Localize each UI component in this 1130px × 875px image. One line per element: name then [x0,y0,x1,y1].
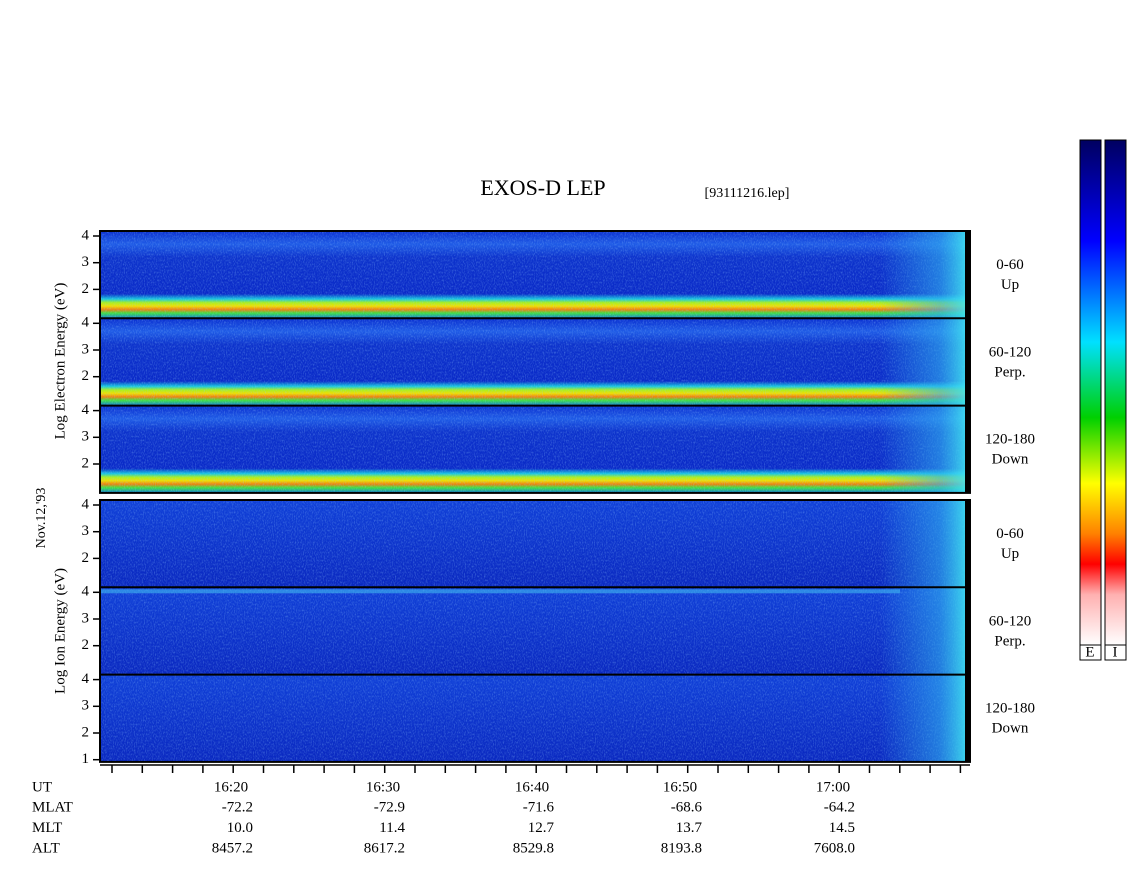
y-tick-label: 3 [82,610,90,626]
footer-value: -64.2 [824,800,855,816]
colorbar-label: E [1085,644,1094,660]
spectrogram-noise [100,231,970,319]
y-tick-label: 4 [82,584,90,600]
pitch-angle: 120-180 [985,701,1035,717]
direction: Up [1001,546,1019,562]
y-tick-label: 2 [82,368,90,384]
footer-value: 7608.0 [814,840,855,856]
spectrogram-noise [100,587,970,675]
electron-axis-label: Log Electron Energy (eV) [52,283,68,440]
row-label: UT [32,779,52,795]
block-frame [99,230,971,494]
pitch-angle: 0-60 [996,257,1024,273]
spectrogram-edge [880,318,965,406]
spectrogram-noise [100,500,970,588]
footer-value: -72.9 [374,800,405,816]
y-tick-label: 4 [82,496,90,512]
spectrogram-edge [880,231,965,319]
spectrogram-edge-strip [965,674,970,762]
y-tick-label: 2 [82,550,90,566]
y-tick-label: 4 [82,402,90,418]
y-tick-label: 2 [82,637,90,653]
y-tick-label: 3 [82,254,90,270]
footer-value: 8617.2 [364,840,405,856]
pitch-angle: 60-120 [989,613,1032,629]
spectrogram-edge-strip [965,405,970,493]
spectrogram-edge [880,405,965,493]
spectrogram-edge-strip [965,318,970,406]
block-frame [99,499,971,763]
direction: Down [992,452,1029,468]
footer-value: 17:00 [816,779,850,795]
spectrogram-edge-strip [965,231,970,319]
footer-value: 14.5 [829,820,855,836]
spectrogram-edge-strip [965,500,970,588]
spectrogram-noise [100,318,970,406]
footer-value: 11.4 [379,820,405,836]
footer-value: 8193.8 [661,840,702,856]
y-tick-label: 3 [82,523,90,539]
y-tick-label: 4 [82,671,90,687]
footer-value: -71.6 [523,800,555,816]
footer-value: 16:50 [663,779,697,795]
footer-value: 10.0 [227,820,253,836]
footer-value: 8529.8 [513,840,554,856]
row-label: MLT [32,820,62,836]
date: Nov.12,'93 [34,488,49,549]
pitch-angle: 120-180 [985,432,1035,448]
footer-value: -72.2 [222,800,253,816]
footer-value: 13.7 [676,820,703,836]
spectrogram-edge-strip [965,587,970,675]
footer-value: -68.6 [671,800,703,816]
title: EXOS-D LEP [480,175,605,200]
spectrogram-edge [880,500,965,588]
y-tick-label: 3 [82,429,90,445]
direction: Down [992,721,1029,737]
y-tick-label: 2 [82,724,90,740]
y-tick-label: 1 [82,751,90,767]
pitch-angle: 60-120 [989,344,1032,360]
ion-axis-label: Log Ion Energy (eV) [52,568,68,694]
colorbar-label: I [1113,644,1118,660]
y-tick-label: 2 [82,281,90,297]
footer-value: 8457.2 [212,840,253,856]
y-tick-label: 4 [82,227,90,243]
row-label: ALT [32,840,60,856]
pitch-angle: 0-60 [996,526,1024,542]
row-label: MLAT [32,800,73,816]
y-tick-label: 3 [82,341,90,357]
direction: Up [1001,277,1019,293]
spectrogram-edge [880,587,965,675]
colorbar: E I [1079,139,1127,661]
y-tick-label: 4 [82,315,90,331]
spectrogram-noise [100,405,970,493]
footer-value: 16:30 [366,779,400,795]
footer-value: 16:20 [214,779,248,795]
footer-value: 12.7 [528,820,555,836]
y-tick-label: 2 [82,455,90,471]
spectrogram-noise [100,674,970,762]
ion-band [100,589,900,594]
spectrogram-edge [880,674,965,762]
file-name: [93111216.lep] [705,186,790,201]
direction: Perp. [994,633,1025,649]
footer-value: 16:40 [515,779,549,795]
y-tick-label: 3 [82,698,90,714]
direction: Perp. [994,364,1025,380]
